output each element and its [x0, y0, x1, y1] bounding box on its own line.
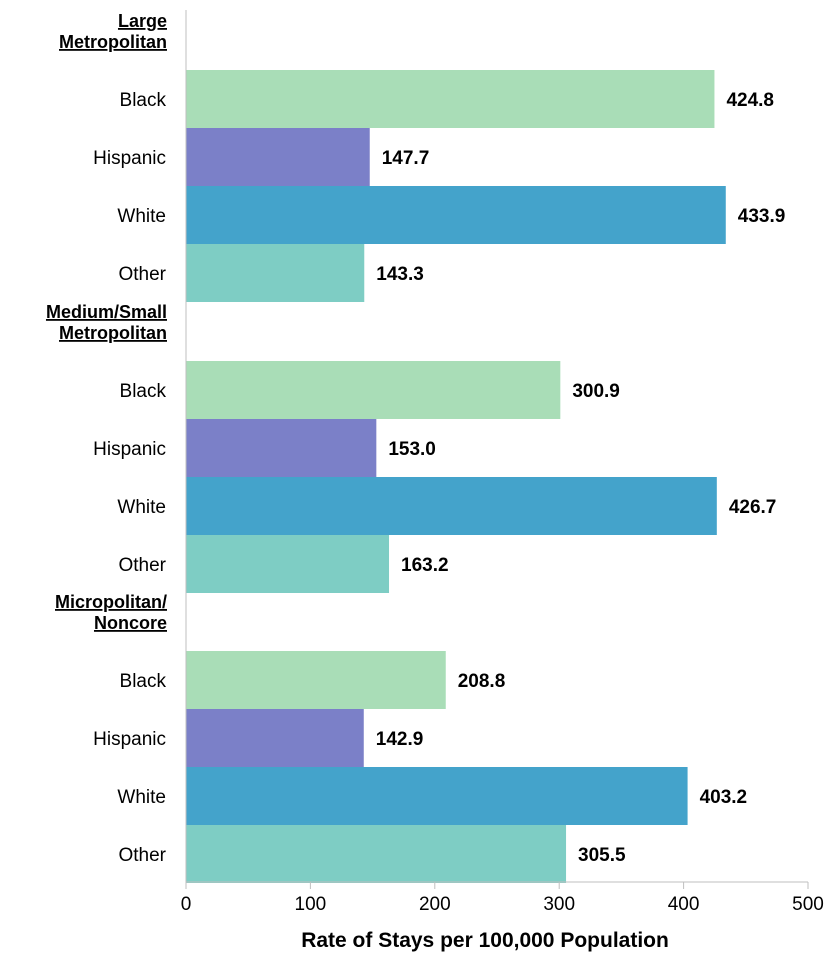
- category-label: White: [117, 206, 166, 227]
- group-label-line: Medium/Small: [46, 302, 167, 322]
- bar-hispanic: [186, 419, 377, 477]
- category-label: Hispanic: [93, 439, 166, 460]
- x-tick-label: 0: [181, 894, 192, 915]
- category-label: Other: [118, 264, 166, 285]
- category-label: Black: [120, 90, 167, 111]
- group-label-line: Large: [118, 11, 167, 31]
- x-tick-label: 100: [295, 894, 327, 915]
- bar-white: [186, 767, 688, 825]
- category-label: Hispanic: [93, 729, 166, 750]
- category-label: White: [117, 497, 166, 518]
- bar-other: [186, 244, 365, 302]
- bar-white: [186, 477, 717, 535]
- data-label: 305.5: [578, 845, 626, 866]
- data-label: 300.9: [572, 381, 620, 402]
- x-axis-title: Rate of Stays per 100,000 Population: [301, 929, 669, 952]
- bar-other: [186, 535, 390, 593]
- x-tick-label: 400: [668, 894, 700, 915]
- x-tick-label: 300: [543, 894, 575, 915]
- data-label: 143.3: [376, 264, 424, 285]
- category-label: Hispanic: [93, 148, 166, 169]
- category-label: Black: [120, 381, 167, 402]
- group-label-line: Noncore: [94, 613, 167, 633]
- category-label: White: [117, 787, 166, 808]
- group-label-line: Metropolitan: [59, 32, 167, 52]
- bars-layer: [186, 70, 726, 883]
- data-label: 403.2: [700, 787, 748, 808]
- group-label-line: Metropolitan: [59, 323, 167, 343]
- data-label: 163.2: [401, 555, 449, 576]
- data-label: 433.9: [738, 206, 786, 227]
- bar-white: [186, 186, 726, 244]
- data-label: 142.9: [376, 729, 424, 750]
- x-tick-label: 500: [792, 894, 824, 915]
- data-label: 426.7: [729, 497, 777, 518]
- bar-black: [186, 70, 715, 128]
- bar-black: [186, 651, 446, 709]
- data-label: 424.8: [726, 90, 774, 111]
- category-label: Black: [120, 671, 167, 692]
- data-label: 208.8: [458, 671, 506, 692]
- category-label: Other: [118, 555, 166, 576]
- category-label: Other: [118, 845, 166, 866]
- bar-hispanic: [186, 128, 370, 186]
- x-axis-ticks: 0 100 200 300 400 500: [181, 882, 824, 915]
- bar-other: [186, 825, 567, 883]
- x-tick-label: 200: [419, 894, 451, 915]
- bar-hispanic: [186, 709, 364, 767]
- data-label: 153.0: [388, 439, 436, 460]
- data-label: 147.7: [382, 148, 430, 169]
- bar-black: [186, 361, 561, 419]
- group-label-line: Micropolitan/: [55, 592, 167, 612]
